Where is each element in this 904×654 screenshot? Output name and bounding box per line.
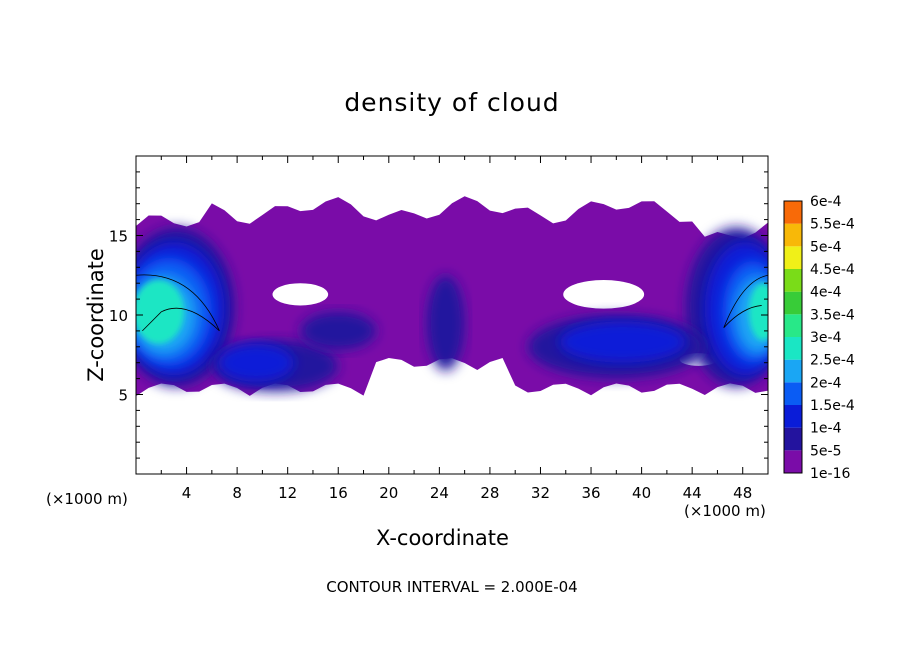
colorbar-label: 1.5e-4 <box>810 398 855 414</box>
x-tick-label: 32 <box>531 484 550 502</box>
colorbar-swatch <box>784 291 802 315</box>
x-tick-label: 48 <box>733 484 752 502</box>
colorbar-swatch <box>784 201 802 224</box>
density-blob <box>136 280 185 344</box>
x-tick-label: 20 <box>379 484 398 502</box>
contour-line <box>136 274 220 332</box>
x-unit-label-right: (×1000 m) <box>684 502 766 520</box>
x-tick-label: 36 <box>581 484 600 502</box>
colorbar-label: 3.5e-4 <box>810 307 855 323</box>
y-tick-label: 5 <box>118 387 128 405</box>
x-tick-label: 24 <box>430 484 449 502</box>
x-tick-label: 16 <box>329 484 348 502</box>
x-axis-label: X-coordinate <box>376 526 509 550</box>
colorbar-swatch <box>784 223 802 247</box>
colorbar-label: 1e-16 <box>810 466 850 482</box>
x-tick-label: 12 <box>278 484 297 502</box>
contour-line <box>723 274 768 328</box>
chart-title: density of cloud <box>344 88 560 117</box>
density-blob <box>426 275 465 371</box>
colorbar-label: 6e-4 <box>810 194 842 210</box>
colorbar-label: 4e-4 <box>810 285 842 301</box>
colorbar-label: 1e-4 <box>810 421 842 437</box>
colorbar-swatch <box>784 382 802 405</box>
colorbar-label: 2.5e-4 <box>810 353 855 369</box>
colorbar-swatch <box>784 314 802 337</box>
colorbar: 1e-16 5e-5 1e-4 1.5e-4 2e-4 2.5e-4 3e-4 3.5e-4 4… <box>783 194 855 482</box>
colorbar-label: 4.5e-4 <box>810 262 855 278</box>
y-tick-label: 10 <box>109 307 128 325</box>
density-field <box>136 196 768 397</box>
colorbar-label: 5.5e-4 <box>810 217 855 233</box>
contour-interval-note: CONTOUR INTERVAL = 2.000E-04 <box>326 578 578 596</box>
density-blob <box>218 343 294 382</box>
colorbar-swatch <box>784 269 802 292</box>
colorbar-label: 5e-5 <box>810 443 841 459</box>
x-tick-label: 4 <box>182 484 192 502</box>
x-tick-label: 28 <box>480 484 499 502</box>
x-tick-label: 44 <box>683 484 702 502</box>
colorbar-swatch <box>784 405 802 428</box>
colorbar-label: 5e-4 <box>810 239 842 255</box>
cloud-gap <box>563 280 645 309</box>
colorbar-label: 2e-4 <box>810 375 842 391</box>
x-unit-label-left: (×1000 m) <box>46 490 128 508</box>
cloud-gap <box>272 283 329 306</box>
colorbar-swatch <box>784 427 802 451</box>
density-blob <box>749 283 768 341</box>
colorbar-label: 3e-4 <box>810 330 842 346</box>
colorbar-swatch <box>784 246 802 269</box>
colorbar-swatch <box>784 337 802 360</box>
density-blob <box>559 321 686 363</box>
x-tick-label: 8 <box>232 484 242 502</box>
colorbar-swatch <box>784 359 802 383</box>
colorbar-frame <box>783 200 803 474</box>
colorbar-swatch <box>784 450 802 473</box>
y-tick-label: 15 <box>109 228 128 246</box>
density-blob <box>300 311 377 350</box>
x-tick-label: 40 <box>632 484 651 502</box>
